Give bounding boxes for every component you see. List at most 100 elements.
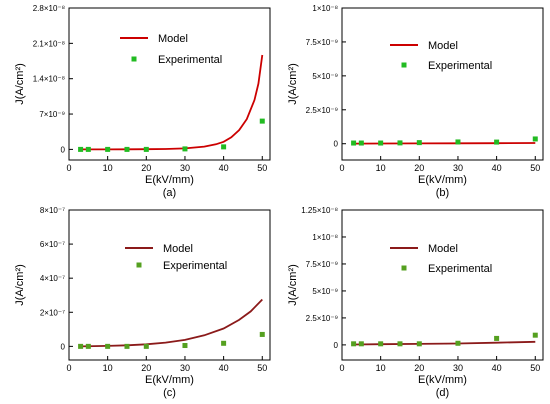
plot-frame <box>341 209 544 361</box>
y-tick-label: 2.1×10⁻⁸ <box>33 39 65 48</box>
x-tick-label: 0 <box>339 163 344 173</box>
y-tick-label: 5×10⁻⁹ <box>312 72 338 81</box>
y-tick-label: 0 <box>334 341 339 350</box>
experimental-point <box>85 146 91 152</box>
panel-label: (b) <box>436 187 449 199</box>
legend-label: Model <box>163 243 193 255</box>
x-tick-label: 20 <box>141 363 151 373</box>
legend-marker-swatch <box>131 56 137 62</box>
model-line <box>80 54 264 151</box>
chart-panel: 0 10 20 30 40 50 0 2.5×10⁻⁹ 5×10⁻⁹ 7.5×10⁻⁹ 1×10⁻⁸… <box>287 206 544 399</box>
x-tick-label: 40 <box>492 163 502 173</box>
model-line <box>353 340 536 346</box>
legend-marker-swatch <box>401 62 407 68</box>
chart-panel: 0 10 20 30 40 50 0 7×10⁻⁹ 1.4×10⁻⁸ 2.1×10⁻⁸ 2.8×10… <box>14 4 271 199</box>
x-tick-label: 30 <box>453 363 463 373</box>
legend-marker-swatch <box>401 265 407 271</box>
experimental-point <box>358 341 364 347</box>
experimental-point <box>78 146 84 152</box>
experimental-point <box>143 146 149 152</box>
x-tick-label: 0 <box>339 363 344 373</box>
y-tick-label: 1×10⁻⁸ <box>312 4 338 13</box>
x-tick-label: 10 <box>376 163 386 173</box>
legend-label: Model <box>428 243 458 255</box>
experimental-point <box>397 140 403 146</box>
legend: Model Experimental <box>125 243 227 272</box>
model-line <box>80 298 263 348</box>
experimental-point <box>351 341 357 347</box>
y-tick-label: 5×10⁻⁹ <box>312 287 338 296</box>
chart-panel: 0 10 20 30 40 50 0 2.5×10⁻⁹ 5×10⁻⁹ 7.5×10⁻⁹ 1×10⁻⁸… <box>287 4 544 199</box>
model-line <box>353 142 536 145</box>
y-tick-label: 7×10⁻⁹ <box>39 110 65 119</box>
plot-frame <box>68 209 271 361</box>
y-tick-label: 2.5×10⁻⁹ <box>306 106 338 115</box>
y-axis-label: J(A/cm²) <box>14 63 26 105</box>
x-tick-label: 20 <box>141 163 151 173</box>
legend-label: Model <box>158 33 188 45</box>
panel-label: (c) <box>163 387 176 399</box>
y-tick-label: 6×10⁻⁷ <box>40 240 65 249</box>
y-tick-label: 2.5×10⁻⁹ <box>306 314 338 323</box>
x-tick-label: 0 <box>66 163 71 173</box>
x-tick-label: 30 <box>180 363 190 373</box>
x-tick-label: 50 <box>530 163 540 173</box>
experimental-point <box>85 343 91 349</box>
experimental-point <box>221 340 227 346</box>
experimental-point <box>143 343 149 349</box>
experimental-point <box>416 341 422 347</box>
experimental-point <box>351 140 357 146</box>
experimental-point <box>416 140 422 146</box>
experimental-point <box>455 340 461 346</box>
y-tick-label: 2×10⁻⁷ <box>40 308 65 317</box>
experimental-point <box>397 341 403 347</box>
y-tick-label: 0 <box>61 145 66 154</box>
experimental-point <box>105 146 111 152</box>
legend: Model Experimental <box>390 40 492 72</box>
y-tick-label: 1.25×10⁻⁸ <box>301 206 338 215</box>
chart-panel: 0 10 20 30 40 50 0 2×10⁻⁷ 4×10⁻⁷ 6×10⁻⁷ 8×10⁻⁷ E(kV… <box>14 206 271 399</box>
experimental-point <box>124 343 130 349</box>
y-tick-label: 0 <box>61 342 66 351</box>
legend-label: Experimental <box>428 263 492 275</box>
y-tick-label: 0 <box>334 140 339 149</box>
legend-label: Experimental <box>158 54 222 66</box>
x-axis-label: E(kV/mm) <box>418 174 467 186</box>
legend-marker-swatch <box>136 262 142 268</box>
legend-label: Experimental <box>428 60 492 72</box>
x-tick-label: 50 <box>257 363 267 373</box>
legend: Model Experimental <box>120 33 222 66</box>
y-tick-label: 7.5×10⁻⁹ <box>306 38 338 47</box>
x-tick-label: 30 <box>180 163 190 173</box>
experimental-point <box>378 140 384 146</box>
experimental-point <box>182 343 188 349</box>
experimental-point <box>259 118 265 124</box>
panel-label: (d) <box>436 387 449 399</box>
experimental-point <box>532 332 538 338</box>
experimental-point <box>494 139 500 145</box>
experimental-point <box>105 343 111 349</box>
x-axis-label: E(kV/mm) <box>145 374 194 386</box>
x-tick-label: 50 <box>257 163 267 173</box>
experimental-point <box>455 139 461 145</box>
experimental-point <box>78 343 84 349</box>
x-tick-label: 50 <box>530 363 540 373</box>
y-axis-label: J(A/cm²) <box>287 264 299 306</box>
x-tick-label: 0 <box>66 363 71 373</box>
x-tick-label: 10 <box>103 363 113 373</box>
experimental-point <box>532 136 538 142</box>
experimental-point <box>358 140 364 146</box>
experimental-point <box>221 144 227 150</box>
x-tick-label: 20 <box>414 163 424 173</box>
legend-label: Experimental <box>163 260 227 272</box>
x-tick-label: 40 <box>219 163 229 173</box>
x-tick-label: 40 <box>219 363 229 373</box>
y-tick-label: 7.5×10⁻⁹ <box>306 260 338 269</box>
x-tick-label: 10 <box>376 363 386 373</box>
x-tick-label: 30 <box>453 163 463 173</box>
y-axis-label: J(A/cm²) <box>14 264 26 306</box>
x-tick-label: 40 <box>492 363 502 373</box>
legend-label: Model <box>428 40 458 52</box>
y-tick-label: 4×10⁻⁷ <box>40 274 65 283</box>
y-axis-label: J(A/cm²) <box>287 63 299 105</box>
